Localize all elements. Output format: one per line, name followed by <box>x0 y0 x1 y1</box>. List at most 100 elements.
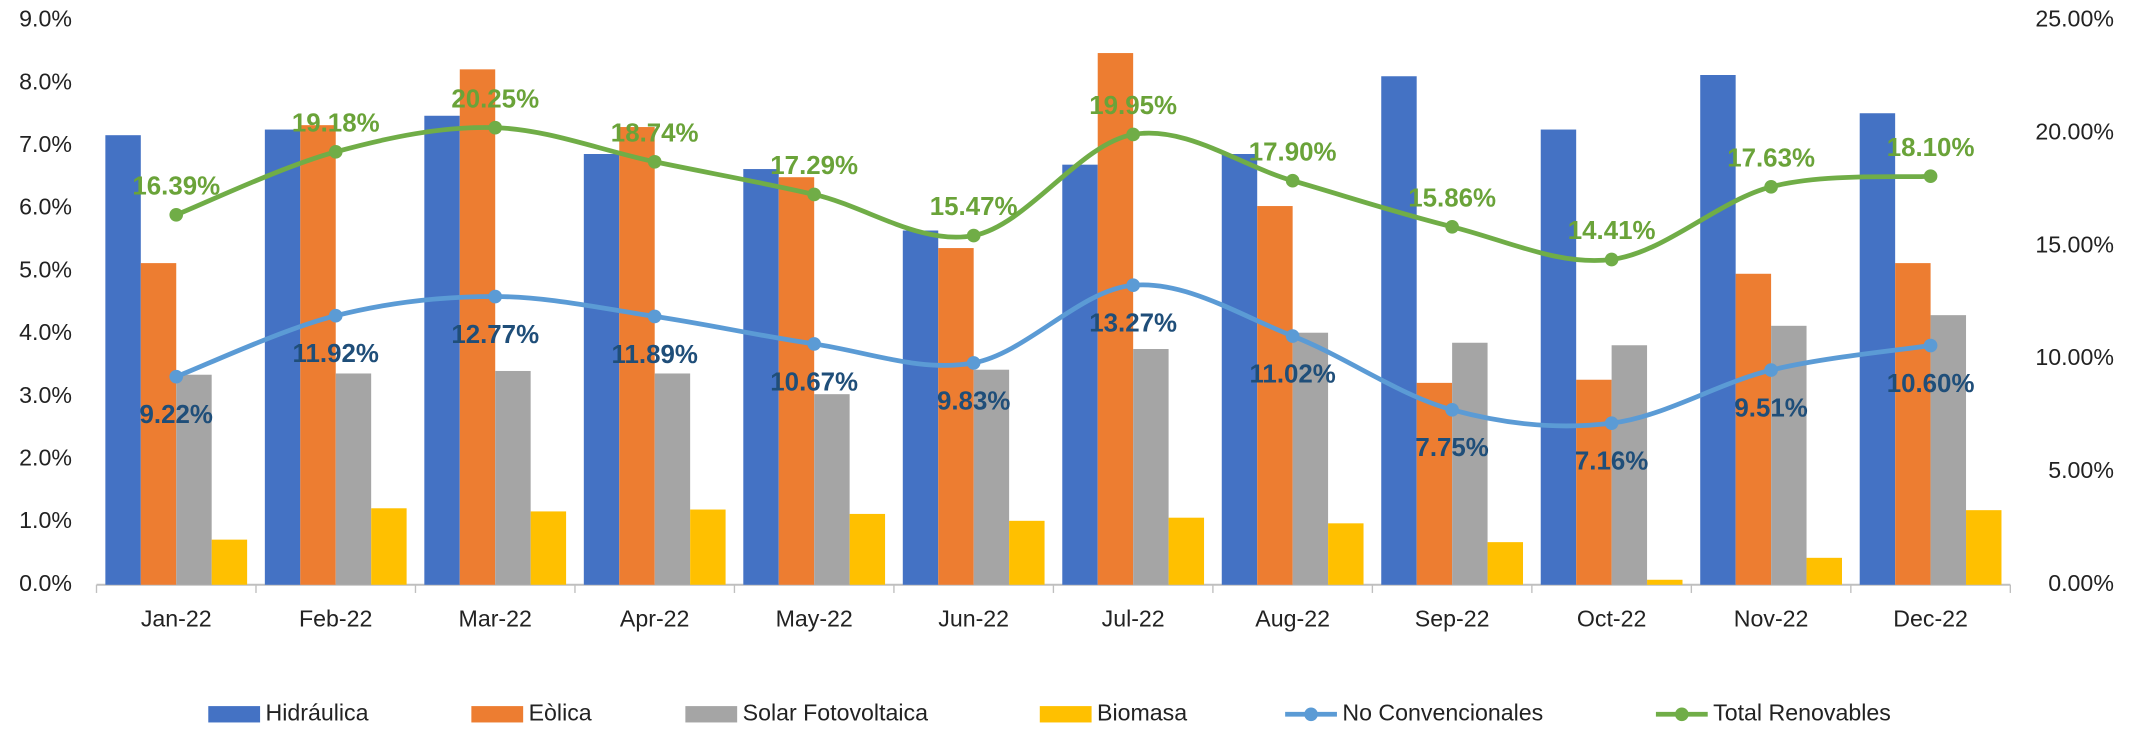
line-marker <box>647 309 662 324</box>
bar <box>1257 206 1293 585</box>
line-marker <box>807 187 822 202</box>
y-tick-label: 3.0% <box>19 382 72 408</box>
bar <box>1452 342 1488 585</box>
y-tick-label: 7.0% <box>19 131 72 157</box>
bar <box>105 135 141 585</box>
legend-swatch <box>1675 707 1689 722</box>
line-marker <box>1445 403 1459 417</box>
y-tick-label: 8.0% <box>19 68 72 94</box>
y2-tick-label: 20.00% <box>2035 118 2114 144</box>
bar <box>176 374 212 585</box>
bar <box>1735 273 1772 585</box>
bar <box>1611 345 1648 585</box>
bar <box>1062 164 1098 585</box>
bar <box>902 230 939 585</box>
bar <box>371 508 407 585</box>
bar <box>424 115 460 585</box>
bar <box>743 169 779 585</box>
y2-tick-label: 25.00% <box>2035 6 2114 32</box>
x-tick-label: Apr-22 <box>620 605 690 631</box>
y2-tick-label: 10.00% <box>2035 344 2114 370</box>
x-tick-label: May-22 <box>776 605 853 631</box>
line-marker <box>169 369 184 384</box>
bar <box>140 263 177 585</box>
data-label: 17.63% <box>1727 144 1815 172</box>
legend-label: Solar Fotovoltaica <box>743 699 928 725</box>
bar <box>778 177 815 585</box>
bar <box>335 373 372 585</box>
line-marker <box>1923 338 1938 353</box>
bar <box>1647 579 1683 585</box>
x-tick-label: Aug-22 <box>1255 605 1330 631</box>
bar <box>211 539 248 585</box>
line-marker <box>169 207 184 222</box>
bar <box>1292 332 1329 585</box>
line-marker <box>966 228 981 243</box>
line-marker <box>647 154 662 169</box>
x-tick-label: Dec-22 <box>1893 605 1968 631</box>
bar <box>1540 129 1577 585</box>
line-marker <box>328 308 343 323</box>
data-label: 17.29% <box>770 152 858 180</box>
legend-swatch <box>471 706 524 723</box>
bar <box>1576 379 1612 585</box>
bar <box>1168 517 1205 585</box>
bar <box>459 69 496 585</box>
bar <box>619 127 655 585</box>
legend-swatch <box>685 706 738 723</box>
line-marker <box>1126 127 1140 142</box>
y2-tick-label: 15.00% <box>2035 231 2114 257</box>
line-marker <box>488 289 503 304</box>
line-marker <box>1604 252 1619 267</box>
x-tick-label: Sep-22 <box>1415 605 1490 631</box>
bar <box>1895 263 1931 585</box>
y-tick-label: 2.0% <box>19 444 72 470</box>
data-label: 9.51% <box>1734 394 1807 422</box>
bar <box>1009 520 1045 585</box>
bar <box>1806 557 1842 585</box>
data-label: 9.22% <box>140 401 213 429</box>
y-tick-label: 1.0% <box>19 507 72 533</box>
x-tick-label: Jan-22 <box>141 605 212 631</box>
data-label: 19.18% <box>292 109 380 137</box>
line-marker <box>1764 179 1778 194</box>
data-label: 10.67% <box>770 368 858 396</box>
data-label: 18.10% <box>1887 134 1975 162</box>
line-marker <box>1923 169 1938 184</box>
y-tick-label: 9.0% <box>19 6 72 32</box>
data-label: 14.41% <box>1568 217 1656 245</box>
bar <box>1381 76 1417 585</box>
data-label: 16.39% <box>132 172 220 200</box>
data-label: 20.25% <box>451 85 539 113</box>
data-label: 19.95% <box>1089 92 1177 120</box>
bar <box>938 248 974 585</box>
legend-label: Biomasa <box>1097 699 1187 725</box>
line-marker <box>1604 416 1619 430</box>
bar <box>264 129 301 585</box>
x-tick-label: Mar-22 <box>459 605 532 631</box>
data-label: 7.75% <box>1415 434 1488 462</box>
bar <box>1966 510 2002 585</box>
x-tick-label: Feb-22 <box>299 605 372 631</box>
bar <box>1328 523 1364 585</box>
data-label: 13.27% <box>1089 310 1177 338</box>
bar <box>495 370 531 585</box>
bar <box>300 125 336 585</box>
x-tick-label: Oct-22 <box>1577 605 1646 631</box>
bar <box>583 154 620 585</box>
line-marker <box>488 120 503 135</box>
line-marker <box>966 356 981 370</box>
line <box>175 125 1931 263</box>
legend-swatch <box>1039 706 1092 723</box>
legend-swatch <box>1304 707 1318 722</box>
bar <box>654 373 691 585</box>
bar <box>1487 542 1524 585</box>
data-label: 11.02% <box>1249 360 1335 388</box>
y2-tick-label: 0.00% <box>2048 570 2114 596</box>
bar <box>1700 74 1736 585</box>
data-label: 17.90% <box>1249 138 1337 166</box>
data-label: 7.16% <box>1575 448 1648 476</box>
data-label: 12.77% <box>451 321 539 349</box>
legend-label: Hidráulica <box>266 699 369 725</box>
